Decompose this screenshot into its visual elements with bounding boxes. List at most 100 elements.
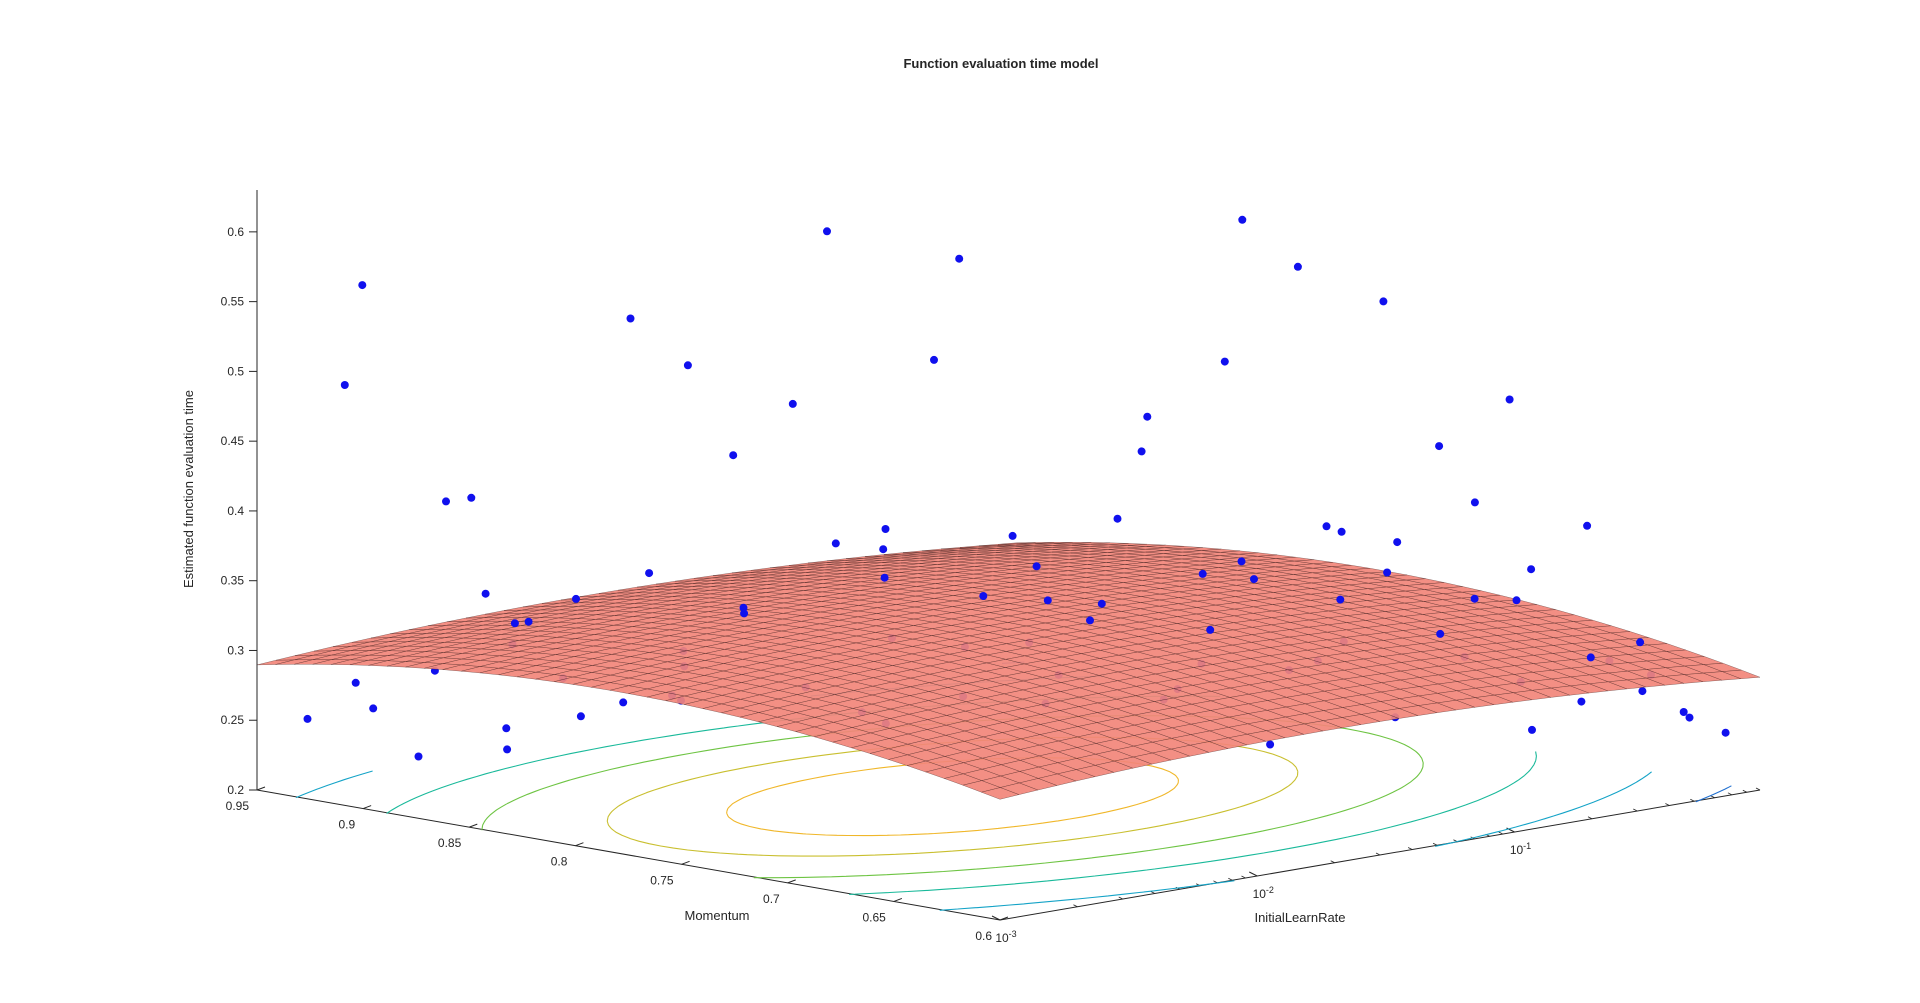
x-minor-tick bbox=[1407, 847, 1413, 850]
scatter-point bbox=[442, 497, 450, 506]
z-tick-label: 0.35 bbox=[221, 574, 245, 588]
x-minor-tick bbox=[1710, 795, 1715, 799]
z-tick-label: 0.4 bbox=[227, 504, 244, 518]
y-tick-label: 0.8 bbox=[551, 855, 568, 869]
scatter-point bbox=[729, 451, 738, 460]
z-tick-label: 0.45 bbox=[221, 434, 245, 448]
x-minor-tick bbox=[1665, 803, 1670, 806]
y-tick-mark bbox=[469, 823, 478, 828]
scatter-point bbox=[503, 745, 512, 754]
scatter-point bbox=[1237, 557, 1246, 566]
x-minor-tick bbox=[1498, 831, 1503, 835]
scatter-point bbox=[1097, 599, 1106, 608]
chart-title: Function evaluation time model bbox=[903, 56, 1098, 71]
scatter-point bbox=[358, 281, 367, 290]
scatter-point bbox=[823, 227, 831, 236]
scatter-point bbox=[645, 569, 654, 578]
x-tick-label: 10-3 bbox=[995, 929, 1016, 945]
scatter-point bbox=[1032, 562, 1041, 571]
x-minor-tick bbox=[1727, 792, 1733, 796]
z-tick-label: 0.2 bbox=[227, 783, 244, 797]
scatter-point bbox=[1206, 625, 1215, 634]
z-tick-label: 0.25 bbox=[221, 713, 245, 727]
scatter-point bbox=[955, 254, 964, 263]
scatter-point bbox=[340, 381, 349, 389]
scatter-point bbox=[930, 355, 938, 364]
scatter-point bbox=[831, 539, 840, 548]
y-tick-label: 0.95 bbox=[226, 799, 250, 813]
scatter-point bbox=[1113, 514, 1122, 523]
scatter-point bbox=[1512, 596, 1521, 605]
scatter-point bbox=[414, 752, 423, 761]
scatter-point bbox=[1470, 498, 1479, 507]
x-minor-tick bbox=[1213, 880, 1218, 884]
scatter-point bbox=[1143, 412, 1152, 421]
scatter-point bbox=[1393, 538, 1402, 547]
y-tick-label: 0.65 bbox=[862, 910, 886, 924]
x-tick-mark bbox=[1249, 871, 1258, 877]
x-minor-tick bbox=[1742, 789, 1748, 793]
y-tick-label: 0.9 bbox=[338, 818, 355, 832]
scatter-point bbox=[881, 525, 890, 533]
x-minor-tick bbox=[1228, 877, 1233, 881]
scatter-point bbox=[1685, 713, 1694, 722]
scatter-point bbox=[1528, 725, 1536, 734]
x-minor-tick bbox=[1118, 896, 1123, 900]
x-minor-tick bbox=[1690, 798, 1695, 802]
scatter-point bbox=[1266, 740, 1275, 749]
scatter-point bbox=[1436, 629, 1445, 638]
scatter-point bbox=[1583, 521, 1592, 530]
scatter-point bbox=[1322, 522, 1331, 531]
z-tick-label: 0.3 bbox=[227, 643, 244, 657]
x-minor-tick bbox=[1375, 852, 1381, 856]
contour-line bbox=[726, 757, 1179, 837]
x-minor-tick bbox=[1241, 875, 1246, 879]
x-axis-label: InitialLearnRate bbox=[1254, 910, 1345, 925]
scatter-point bbox=[979, 592, 988, 600]
y-tick-mark bbox=[681, 860, 690, 865]
scatter-point bbox=[1383, 568, 1392, 577]
y-axis-label: Momentum bbox=[684, 908, 749, 923]
scatter-point bbox=[369, 704, 378, 713]
scatter-point bbox=[1086, 616, 1094, 625]
scatter-point bbox=[880, 573, 889, 582]
x-minor-tick bbox=[1587, 816, 1593, 820]
scatter-group-over bbox=[340, 215, 1645, 662]
y-tick-label: 0.6 bbox=[975, 929, 992, 943]
scatter-point bbox=[619, 698, 628, 707]
surface-group bbox=[256, 542, 1761, 800]
scatter-point bbox=[1379, 297, 1388, 306]
scatter-point bbox=[1137, 447, 1146, 456]
scatter-point bbox=[1238, 215, 1247, 224]
y-tick-label: 0.85 bbox=[438, 836, 462, 850]
y-tick-mark bbox=[999, 916, 1009, 921]
y-tick-mark bbox=[362, 805, 372, 810]
scatter-point bbox=[1435, 442, 1444, 451]
scatter-point bbox=[740, 609, 749, 618]
x-minor-tick bbox=[1432, 842, 1438, 846]
scatter-point bbox=[1198, 569, 1207, 578]
scatter-point bbox=[351, 678, 360, 687]
scatter-point bbox=[1586, 653, 1595, 662]
y-axis-line bbox=[256, 789, 1001, 921]
scatter-point bbox=[1679, 708, 1688, 716]
scatter-point bbox=[1505, 395, 1514, 404]
surface-cell bbox=[1722, 669, 1761, 679]
y-tick-label: 0.75 bbox=[650, 873, 674, 887]
scatter-point bbox=[572, 594, 580, 603]
y-tick-mark bbox=[575, 842, 584, 847]
scatter-point bbox=[1577, 697, 1586, 706]
scatter-point bbox=[1527, 565, 1536, 574]
z-tick-label: 0.6 bbox=[227, 225, 244, 239]
scatter-point bbox=[510, 619, 519, 628]
x-minor-tick bbox=[1073, 904, 1078, 908]
z-tick-label: 0.5 bbox=[227, 364, 244, 378]
scatter-point bbox=[467, 493, 476, 502]
scatter-point bbox=[303, 714, 312, 723]
scatter-point bbox=[502, 724, 511, 733]
y-tick-mark bbox=[893, 897, 903, 902]
x-tick-label: 10-1 bbox=[1510, 841, 1531, 857]
scatter-point bbox=[576, 712, 585, 721]
x-minor-tick bbox=[1633, 808, 1638, 812]
